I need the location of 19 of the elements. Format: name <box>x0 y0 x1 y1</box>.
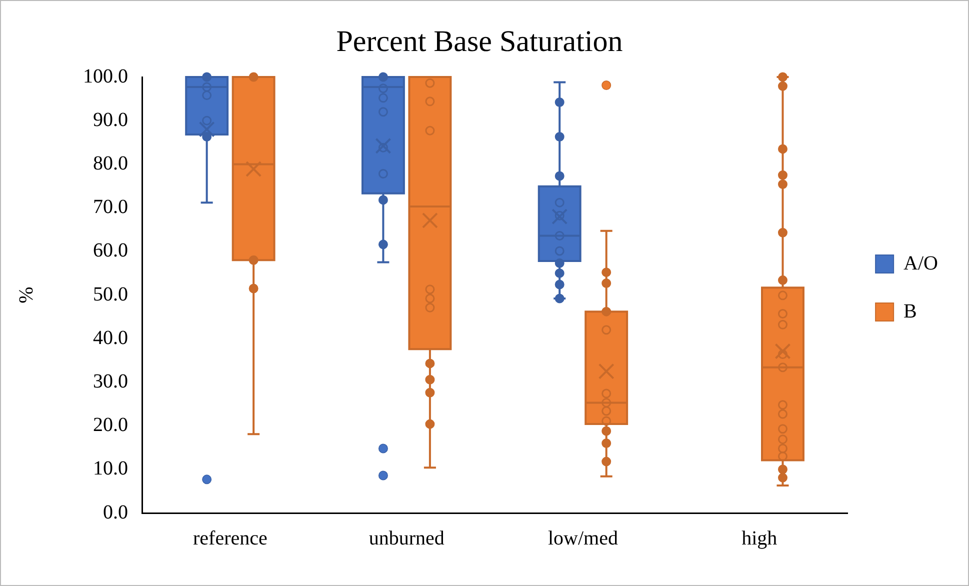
x-tick-label: high <box>742 527 778 550</box>
y-tick-label: 50.0 <box>93 283 128 306</box>
y-tick-label: 40.0 <box>93 326 128 349</box>
y-tick-label: 10.0 <box>93 458 128 480</box>
legend-label: A/O <box>904 252 938 274</box>
y-tick-label: 60.0 <box>93 240 128 262</box>
legend-label: B <box>904 300 917 322</box>
y-axis-title: % <box>15 286 38 304</box>
x-tick-label: reference <box>193 527 268 550</box>
y-tick-label: 100.0 <box>83 65 128 88</box>
y-tick-label: 20.0 <box>93 414 128 436</box>
x-tick-label: low/med <box>548 527 618 550</box>
chart-title: Percent Base Saturation <box>336 24 623 58</box>
y-tick-label: 80.0 <box>93 152 128 174</box>
y-tick-label: 90.0 <box>93 108 128 131</box>
y-tick-label: 0.0 <box>103 501 128 524</box>
y-tick-label: 30.0 <box>93 370 128 392</box>
y-tick-label: 70.0 <box>93 196 128 218</box>
x-tick-label: unburned <box>368 527 444 550</box>
